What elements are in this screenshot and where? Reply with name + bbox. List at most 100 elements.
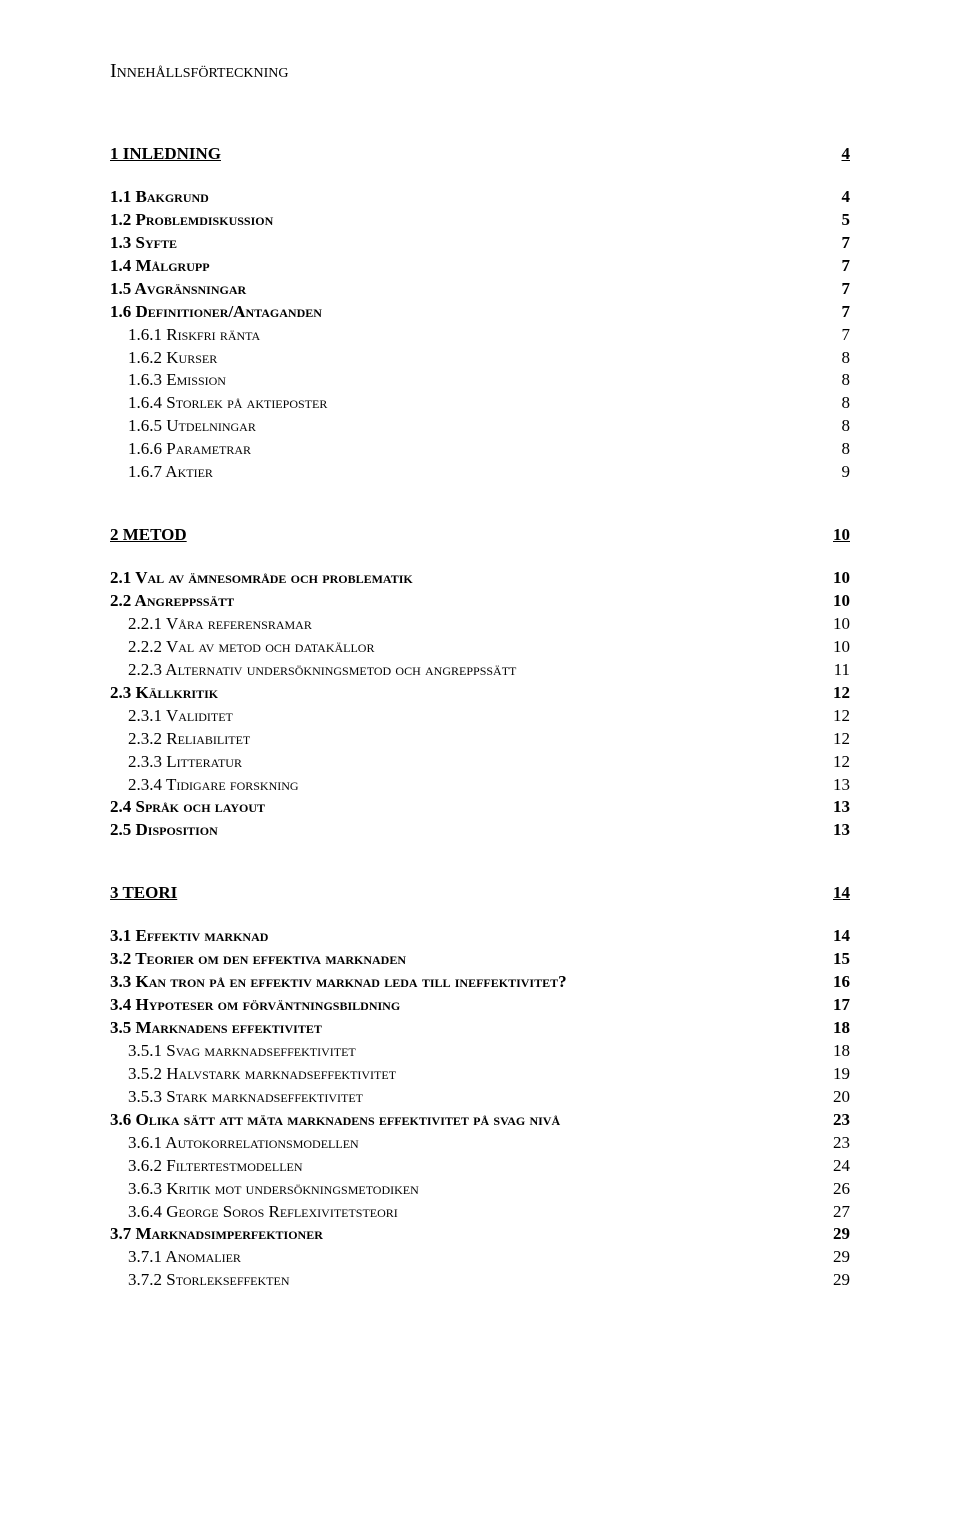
- toc-page-number: 16: [820, 971, 850, 994]
- toc-page-number: 29: [820, 1246, 850, 1269]
- toc-row: 1.6.2 Kurser 8: [110, 347, 850, 370]
- toc-label: 1.6.4 Storlek på aktieposter: [110, 392, 327, 415]
- toc-page-number: 12: [820, 705, 850, 728]
- toc-row: 3.1 Effektiv marknad14: [110, 925, 850, 948]
- toc-row: 3.2 Teorier om den effektiva marknaden 15: [110, 948, 850, 971]
- toc-label: 3.6.1 Autokorrelationsmodellen: [110, 1132, 359, 1155]
- toc-row: 1.5 Avgränsningar 7: [110, 278, 850, 301]
- toc-label: 2 METOD: [110, 524, 187, 547]
- toc-label: 1.6.1 Riskfri ränta: [110, 324, 260, 347]
- toc-label: 2.2 Angreppssätt: [110, 590, 234, 613]
- toc-label: 2.2.3 Alternativ undersökningsmetod och …: [110, 659, 516, 682]
- toc-label: 2.3.3 Litteratur: [110, 751, 242, 774]
- toc-row: 3.6.1 Autokorrelationsmodellen23: [110, 1132, 850, 1155]
- toc-page-number: 26: [820, 1178, 850, 1201]
- toc-page-number: 10: [820, 636, 850, 659]
- toc-label: 2.3 Källkritik: [110, 682, 218, 705]
- toc-label: 3.6.3 Kritik mot undersökningsmetodiken: [110, 1178, 419, 1201]
- toc-row: 2.3.2 Reliabilitet12: [110, 728, 850, 751]
- toc-row: 1.6.5 Utdelningar8: [110, 415, 850, 438]
- toc-row: 2.3.1 Validitet 12: [110, 705, 850, 728]
- toc-label: 3.5.3 Stark marknadseffektivitet: [110, 1086, 363, 1109]
- toc-label: 1.6.3 Emission: [110, 369, 226, 392]
- toc-row: 1.6.3 Emission 8: [110, 369, 850, 392]
- toc-page-number: 8: [820, 347, 850, 370]
- toc-page-number: 5: [820, 209, 850, 232]
- toc-row: 1.4 Målgrupp 7: [110, 255, 850, 278]
- toc-label: 3.2 Teorier om den effektiva marknaden: [110, 948, 406, 971]
- toc-page-number: 19: [820, 1063, 850, 1086]
- toc-row: 2 METOD10: [110, 524, 850, 547]
- toc-page-number: 7: [820, 255, 850, 278]
- toc-row: 3.7.1 Anomalier29: [110, 1246, 850, 1269]
- toc-label: 1.2 Problemdiskussion: [110, 209, 273, 232]
- toc-page-number: 13: [820, 774, 850, 797]
- toc-page-number: 14: [820, 925, 850, 948]
- toc-label: 1.4 Målgrupp: [110, 255, 210, 278]
- toc-page-number: 29: [820, 1223, 850, 1246]
- toc-page-number: 8: [820, 438, 850, 461]
- toc-row: 1 INLEDNING 4: [110, 143, 850, 166]
- toc-page-number: 8: [820, 369, 850, 392]
- toc-page-number: 4: [820, 143, 850, 166]
- toc-row: 2.5 Disposition 13: [110, 819, 850, 842]
- toc-page-number: 24: [820, 1155, 850, 1178]
- toc-row: 1.6.4 Storlek på aktieposter 8: [110, 392, 850, 415]
- toc-page-number: 8: [820, 392, 850, 415]
- toc-row: 3.5.3 Stark marknadseffektivitet 20: [110, 1086, 850, 1109]
- toc-label: 1 INLEDNING: [110, 143, 221, 166]
- toc-row: 3.4 Hypoteser om förväntningsbildning17: [110, 994, 850, 1017]
- toc-label: 1.5 Avgränsningar: [110, 278, 246, 301]
- toc-label: 2.2.1 Våra referensramar: [110, 613, 312, 636]
- toc-row: 3.5.2 Halvstark marknadseffektivitet19: [110, 1063, 850, 1086]
- toc-page-number: 14: [820, 882, 850, 905]
- toc-label: 2.1 Val av ämnesområde och problematik: [110, 567, 413, 590]
- toc-page-number: 11: [820, 659, 850, 682]
- toc-page-number: 7: [820, 278, 850, 301]
- toc-row: 1.6.6 Parametrar 8: [110, 438, 850, 461]
- toc-page-number: 15: [820, 948, 850, 971]
- toc-label: 1.6.2 Kurser: [110, 347, 217, 370]
- toc-label: 3.7 Marknadsimperfektioner: [110, 1223, 323, 1246]
- toc-row: 2.3.4 Tidigare forskning 13: [110, 774, 850, 797]
- toc-label: 3.5.1 Svag marknadseffektivitet: [110, 1040, 356, 1063]
- toc-page-number: 13: [820, 819, 850, 842]
- toc-row: 3.3 Kan tron på en effektiv marknad leda…: [110, 971, 850, 994]
- toc-label: 3.4 Hypoteser om förväntningsbildning: [110, 994, 400, 1017]
- toc-row: 1.6.1 Riskfri ränta7: [110, 324, 850, 347]
- toc-row: 3.7.2 Storlekseffekten29: [110, 1269, 850, 1292]
- toc-row: 3 TEORI14: [110, 882, 850, 905]
- toc-label: 2.3.4 Tidigare forskning: [110, 774, 299, 797]
- toc-row: 3.6.4 George Soros Reflexivitetsteori 27: [110, 1201, 850, 1224]
- toc-row: 3.5 Marknadens effektivitet18: [110, 1017, 850, 1040]
- toc-page-number: 20: [820, 1086, 850, 1109]
- toc-page-number: 18: [820, 1040, 850, 1063]
- toc-row: 3.7 Marknadsimperfektioner 29: [110, 1223, 850, 1246]
- toc-page-number: 7: [820, 301, 850, 324]
- toc-page-number: 9: [820, 461, 850, 484]
- toc-page-number: 12: [820, 728, 850, 751]
- toc-label: 2.2.2 Val av metod och datakällor: [110, 636, 374, 659]
- toc-row: 2.4 Språk och layout13: [110, 796, 850, 819]
- toc-label: 1.6 Definitioner/Antaganden: [110, 301, 322, 324]
- toc-row: 3.6.2 Filtertestmodellen 24: [110, 1155, 850, 1178]
- toc-label: 2.4 Språk och layout: [110, 796, 265, 819]
- toc-page-number: 27: [820, 1201, 850, 1224]
- toc-label: 1.6.6 Parametrar: [110, 438, 251, 461]
- toc-label: 1.3 Syfte: [110, 232, 177, 255]
- toc-page-number: 29: [820, 1269, 850, 1292]
- toc-row: 1.6 Definitioner/Antaganden 7: [110, 301, 850, 324]
- toc-label: 3.6.2 Filtertestmodellen: [110, 1155, 303, 1178]
- toc-label: 3.6.4 George Soros Reflexivitetsteori: [110, 1201, 398, 1224]
- toc-row: 2.2.1 Våra referensramar10: [110, 613, 850, 636]
- toc-label: 3.6 Olika sätt att mäta marknadens effek…: [110, 1109, 560, 1132]
- toc-label: 2.3.1 Validitet: [110, 705, 233, 728]
- toc-label: 3.5 Marknadens effektivitet: [110, 1017, 322, 1040]
- toc-page-number: 23: [820, 1109, 850, 1132]
- toc-row: 2.3 Källkritik12: [110, 682, 850, 705]
- toc-label: 1.6.7 Aktier: [110, 461, 213, 484]
- toc-label: 2.5 Disposition: [110, 819, 218, 842]
- toc-label: 3.3 Kan tron på en effektiv marknad leda…: [110, 971, 567, 994]
- document-page: Innehållsförteckning 1 INLEDNING41.1 Bak…: [0, 0, 960, 1520]
- toc-page-number: 10: [820, 567, 850, 590]
